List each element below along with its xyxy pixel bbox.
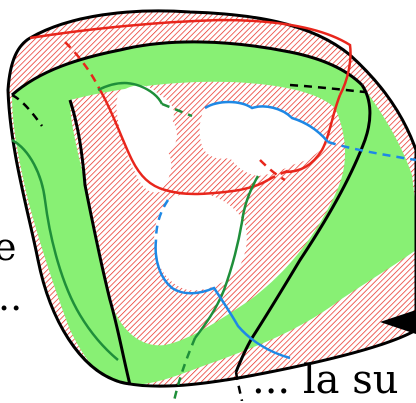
black-curve-top	[11, 40, 364, 97]
arrow-left-icon	[380, 310, 416, 334]
label-left-upper: e	[0, 225, 17, 269]
red-curve-right	[284, 94, 342, 174]
blue-curve-bottom	[154, 239, 291, 360]
red-curve-middle	[98, 89, 269, 196]
green-dashed-top	[161, 102, 193, 118]
black-curve-left	[68, 99, 132, 386]
green-curve-left	[11, 138, 119, 361]
red-dashed-left	[64, 41, 102, 91]
green-dashed-bottom	[172, 337, 197, 401]
black-dashed-top-right	[289, 83, 366, 94]
green-curve-right	[194, 175, 260, 339]
green-curve-inner	[97, 81, 164, 105]
label-bottom-right: ... la su	[252, 357, 399, 403]
red-dashed-bottom	[259, 159, 286, 182]
blue-dashed-right	[327, 140, 416, 162]
red-curve-top	[29, 18, 352, 96]
blue-dashed-left	[154, 199, 170, 241]
blue-curve-top	[204, 100, 329, 143]
green-band	[12, 41, 416, 386]
black-curve-right	[234, 84, 372, 373]
label-left-lower: ..	[0, 275, 23, 319]
black-dashed-left	[11, 93, 44, 127]
white-hole-bottom	[154, 192, 247, 291]
black-dashed-bottom	[234, 371, 244, 401]
red-dashed-middle	[267, 168, 291, 182]
white-hole-left	[116, 85, 177, 193]
